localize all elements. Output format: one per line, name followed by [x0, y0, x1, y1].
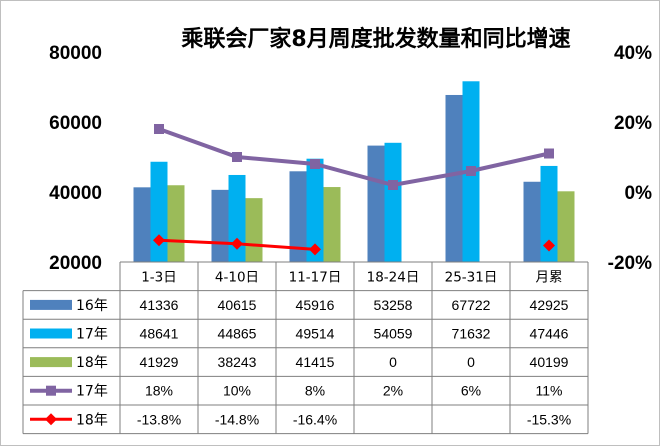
table-cell: -13.8% [137, 411, 181, 427]
left-axis-tick: 40000 [49, 183, 102, 204]
table-cell: 45916 [296, 297, 335, 313]
table-cell: 53258 [374, 297, 413, 313]
table-cell: 71632 [452, 326, 491, 342]
table-cell: 49514 [296, 326, 335, 342]
line-point [232, 152, 242, 162]
right-axis: 40% 20% 0% -20% [608, 43, 652, 274]
table-cell: 10% [223, 383, 251, 399]
category-label: 11-17日 [289, 269, 342, 285]
legend-swatch [30, 299, 72, 310]
table-cell: 41929 [140, 354, 179, 370]
table-cell: -16.4% [293, 411, 337, 427]
legend-swatch [30, 357, 72, 368]
line-point [154, 124, 164, 134]
line-point [309, 243, 321, 256]
legend-label: 16年 [76, 298, 108, 314]
table-cell: 54059 [374, 326, 413, 342]
category-label: 25-31日 [445, 269, 498, 285]
table-cell: -14.8% [215, 411, 259, 427]
table-cell: 44865 [218, 326, 257, 342]
table-cell: 40615 [218, 297, 257, 313]
legend-label: 18年 [76, 412, 108, 428]
line-point [466, 166, 476, 176]
legend-label: 17年 [76, 384, 108, 400]
legend-label: 17年 [76, 327, 108, 343]
right-axis-tick: 0% [625, 183, 653, 204]
left-axis-tick: 20000 [49, 253, 102, 274]
table-cell: 42925 [530, 297, 569, 313]
table-cell: 0 [389, 354, 397, 370]
category-label: 1-3日 [141, 269, 177, 285]
legend-marker [46, 385, 56, 396]
table-cell: 18% [145, 383, 173, 399]
table-cell: 47446 [530, 326, 569, 342]
bar [306, 158, 324, 262]
table-cell: 48641 [140, 326, 179, 342]
table-cell: 67722 [452, 297, 491, 313]
bar [540, 165, 558, 262]
category-label: 月累 [536, 269, 563, 285]
line-point [543, 239, 555, 252]
line-marks [153, 124, 555, 256]
table-cell: 41336 [140, 297, 179, 313]
table-cell: 40199 [530, 354, 569, 370]
bar [167, 185, 185, 262]
left-axis-tick: 80000 [49, 43, 102, 64]
left-axis-tick: 60000 [49, 113, 102, 134]
table-cell: -15.3% [527, 411, 571, 427]
bar [150, 161, 168, 262]
line-point [231, 237, 243, 250]
table-cell: 38243 [218, 354, 257, 370]
left-axis: 80000 60000 40000 20000 [49, 43, 102, 274]
bar [133, 187, 151, 262]
right-axis-tick: -20% [608, 253, 652, 274]
line-point [388, 180, 398, 190]
bar [245, 198, 263, 262]
bar [384, 142, 402, 262]
right-axis-tick: 20% [614, 113, 652, 134]
table-cell: 8% [305, 383, 325, 399]
bar [557, 191, 575, 262]
series-line [158, 127, 550, 188]
table-cell: 6% [461, 383, 481, 399]
line-point [310, 159, 320, 169]
right-axis-tick: 40% [614, 43, 652, 64]
bar [367, 145, 385, 262]
bar [228, 174, 246, 262]
bar [211, 189, 229, 262]
legend-label: 18年 [76, 355, 108, 371]
data-table: 1-3日 4-10日 11-17日 18-24日 25-31日 月累 16年 41336 406… [22, 261, 589, 435]
chart-title: 乘联会厂家8月周度批发数量和同比增速 [180, 26, 570, 52]
line-point [544, 148, 554, 159]
bar [523, 181, 541, 262]
bar [289, 171, 307, 262]
legend-marker [45, 413, 57, 426]
table-cell: 41415 [296, 354, 335, 370]
line-point [153, 234, 165, 247]
legend-swatch [30, 328, 72, 339]
table-cell: 0 [467, 354, 475, 370]
category-label: 4-10日 [215, 269, 259, 285]
table-cell: 11% [536, 383, 563, 399]
bar [445, 94, 463, 263]
bar [323, 187, 341, 262]
table-cell: 2% [383, 383, 403, 399]
category-label: 18-24日 [367, 269, 420, 285]
